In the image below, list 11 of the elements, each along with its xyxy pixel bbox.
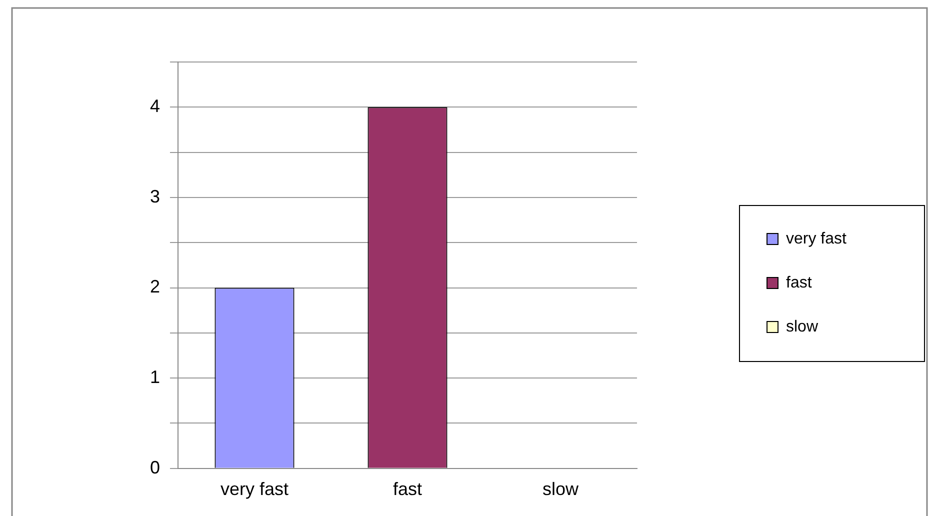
- y-tick-label: 1: [150, 367, 160, 388]
- x-tick-label: slow: [542, 479, 580, 500]
- x-tick-label: fast: [393, 479, 422, 500]
- y-tick-label: 3: [150, 186, 160, 206]
- x-tick-label: very fast: [220, 479, 289, 500]
- y-tick-label: 4: [150, 96, 160, 116]
- legend-label: slow: [786, 318, 818, 336]
- legend-label: fast: [786, 274, 812, 292]
- legend-label: very fast: [786, 230, 848, 248]
- y-tick-label: 2: [150, 276, 160, 297]
- y-tick-label: 0: [150, 457, 160, 478]
